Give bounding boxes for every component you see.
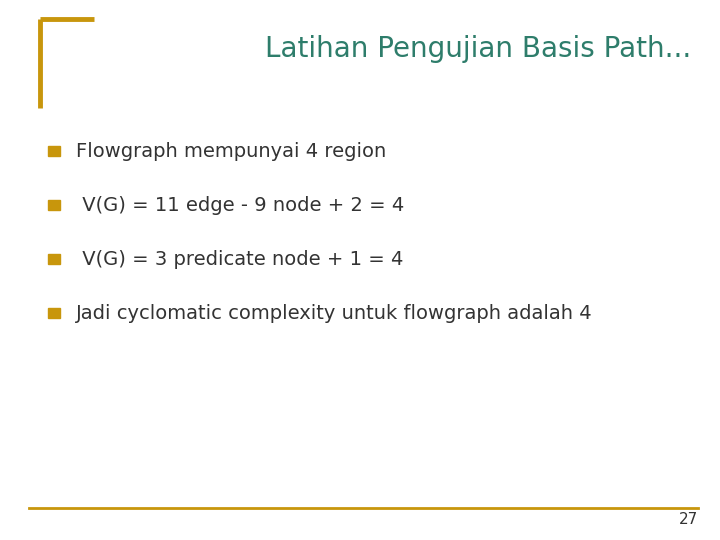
- Text: 27: 27: [679, 511, 698, 526]
- Text: Latihan Pengujian Basis Path...: Latihan Pengujian Basis Path...: [265, 35, 691, 63]
- Text: V(G) = 11 edge - 9 node + 2 = 4: V(G) = 11 edge - 9 node + 2 = 4: [76, 195, 404, 215]
- Bar: [48, 146, 60, 156]
- Text: V(G) = 3 predicate node + 1 = 4: V(G) = 3 predicate node + 1 = 4: [76, 249, 403, 269]
- Text: Flowgraph mempunyai 4 region: Flowgraph mempunyai 4 region: [76, 141, 386, 161]
- Bar: [48, 254, 60, 264]
- Text: Jadi cyclomatic complexity untuk flowgraph adalah 4: Jadi cyclomatic complexity untuk flowgra…: [76, 303, 593, 323]
- Bar: [48, 200, 60, 210]
- Bar: [48, 308, 60, 318]
